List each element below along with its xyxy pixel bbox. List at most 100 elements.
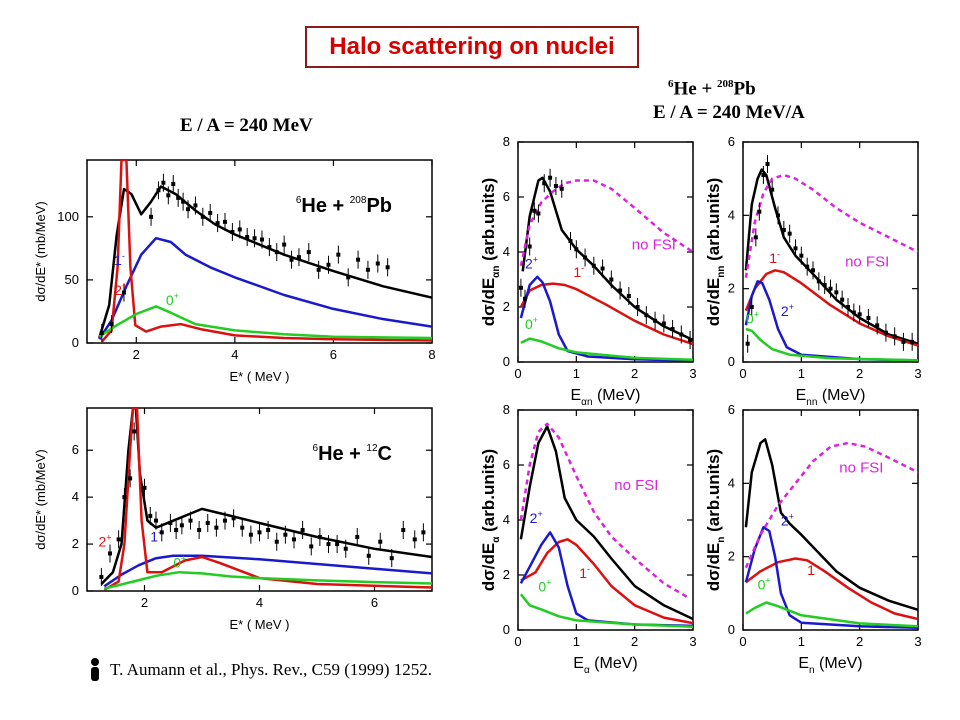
x-tick-label: 2 <box>631 634 638 649</box>
data-point <box>365 267 370 272</box>
y-tick-label: 6 <box>503 189 510 204</box>
x-label-sub: n <box>809 665 815 676</box>
state-label-sup: + <box>754 310 759 320</box>
data-point <box>781 228 786 232</box>
data-point <box>799 253 804 258</box>
data-point <box>122 495 127 500</box>
reaction-mass-a: 6 <box>296 195 302 206</box>
state-label-text: 2 <box>530 510 538 526</box>
series-line-no_fsi <box>744 441 918 569</box>
y-tick-label: 2 <box>728 549 735 564</box>
data-point <box>875 323 880 328</box>
data-point <box>661 321 666 326</box>
series-line-no_fsi <box>519 179 693 267</box>
data-point <box>214 525 219 530</box>
data-point <box>326 542 331 547</box>
state-label-sup: - <box>122 251 125 261</box>
state-label-text: 2 <box>99 533 107 549</box>
plot-frame <box>742 409 919 631</box>
data-point <box>559 186 564 191</box>
slide-title: Halo scattering on nuclei <box>305 26 639 68</box>
data-point <box>336 252 341 257</box>
data-point <box>193 203 198 208</box>
y-tick-label: 0 <box>728 622 735 637</box>
series-line-two_plus <box>103 408 432 591</box>
y-tick-label: 2 <box>503 567 510 582</box>
data-point <box>749 305 754 309</box>
y-tick-label: 2 <box>503 299 510 314</box>
data-point <box>248 532 253 537</box>
data-point <box>816 279 821 284</box>
data-point <box>309 544 314 549</box>
data-point <box>828 286 833 291</box>
data-point <box>753 235 758 240</box>
state-label-sup: + <box>546 578 551 588</box>
data-point <box>892 334 897 339</box>
data-point <box>259 237 264 242</box>
x-tick-label: 3 <box>689 634 696 649</box>
state-label-text: 2 <box>525 256 533 272</box>
y-label-main: dσ/dE <box>704 278 723 326</box>
data-point <box>296 255 301 260</box>
state-label: 1- <box>573 263 584 280</box>
y-tick-label: 6 <box>728 402 735 417</box>
data-point <box>355 535 360 540</box>
x-label-main: E <box>570 387 581 404</box>
data-point <box>166 193 171 198</box>
data-point <box>121 290 126 295</box>
data-point <box>883 330 888 335</box>
y-tick-label: 6 <box>728 134 735 149</box>
reaction-he: He + <box>318 443 366 465</box>
data-point <box>910 339 915 344</box>
data-point <box>745 341 750 346</box>
data-point <box>527 244 532 249</box>
state-label-sup: - <box>581 263 584 273</box>
x-axis-label: Eαn (MeV) <box>570 387 640 408</box>
data-point <box>626 294 631 298</box>
data-point <box>591 263 596 268</box>
data-point <box>670 327 675 331</box>
data-point <box>257 530 262 535</box>
state-label: 1- <box>114 251 125 268</box>
state-label-text: no FSI <box>614 477 658 494</box>
series-line-zero_plus <box>745 327 918 362</box>
state-label-sup: - <box>587 564 590 574</box>
state-label-text: 0 <box>166 292 174 308</box>
reaction-pb: Pb <box>733 78 756 100</box>
x-tick-label: 8 <box>428 347 435 362</box>
y-label-sub: nn <box>716 266 727 278</box>
reaction-he: He + <box>301 195 349 217</box>
state-label-sup: + <box>533 255 538 265</box>
state-label-text: 0 <box>173 555 181 571</box>
y-label-unit: (arb.units) <box>704 449 723 537</box>
x-axis-label: Eα (MeV) <box>573 655 637 676</box>
data-point <box>316 267 321 272</box>
series-line-one_minus <box>103 554 432 588</box>
data-point <box>289 257 294 262</box>
state-label-text: 1 <box>150 529 158 545</box>
data-point <box>346 275 351 280</box>
state-label: 1- <box>769 249 780 266</box>
reaction-mass-b: 12 <box>366 443 378 454</box>
series-line-total <box>519 425 693 621</box>
state-label-text: no FSI <box>632 236 676 253</box>
y-tick-label: 4 <box>503 244 510 259</box>
state-label: 2+ <box>530 509 543 526</box>
data-point <box>548 175 553 180</box>
data-point <box>787 231 792 236</box>
y-tick-label: 0 <box>72 335 79 350</box>
reaction-target: Pb <box>366 195 392 217</box>
data-point <box>116 537 121 542</box>
data-point <box>154 518 158 523</box>
state-label-text: 1 <box>573 264 581 280</box>
data-point <box>866 316 871 320</box>
data-point <box>644 313 649 318</box>
series-line-two_plus <box>744 526 918 630</box>
data-point <box>635 305 640 309</box>
state-label: 2+ <box>99 532 112 549</box>
x-tick-label: 6 <box>330 347 337 362</box>
x-tick-label: 3 <box>914 366 921 381</box>
